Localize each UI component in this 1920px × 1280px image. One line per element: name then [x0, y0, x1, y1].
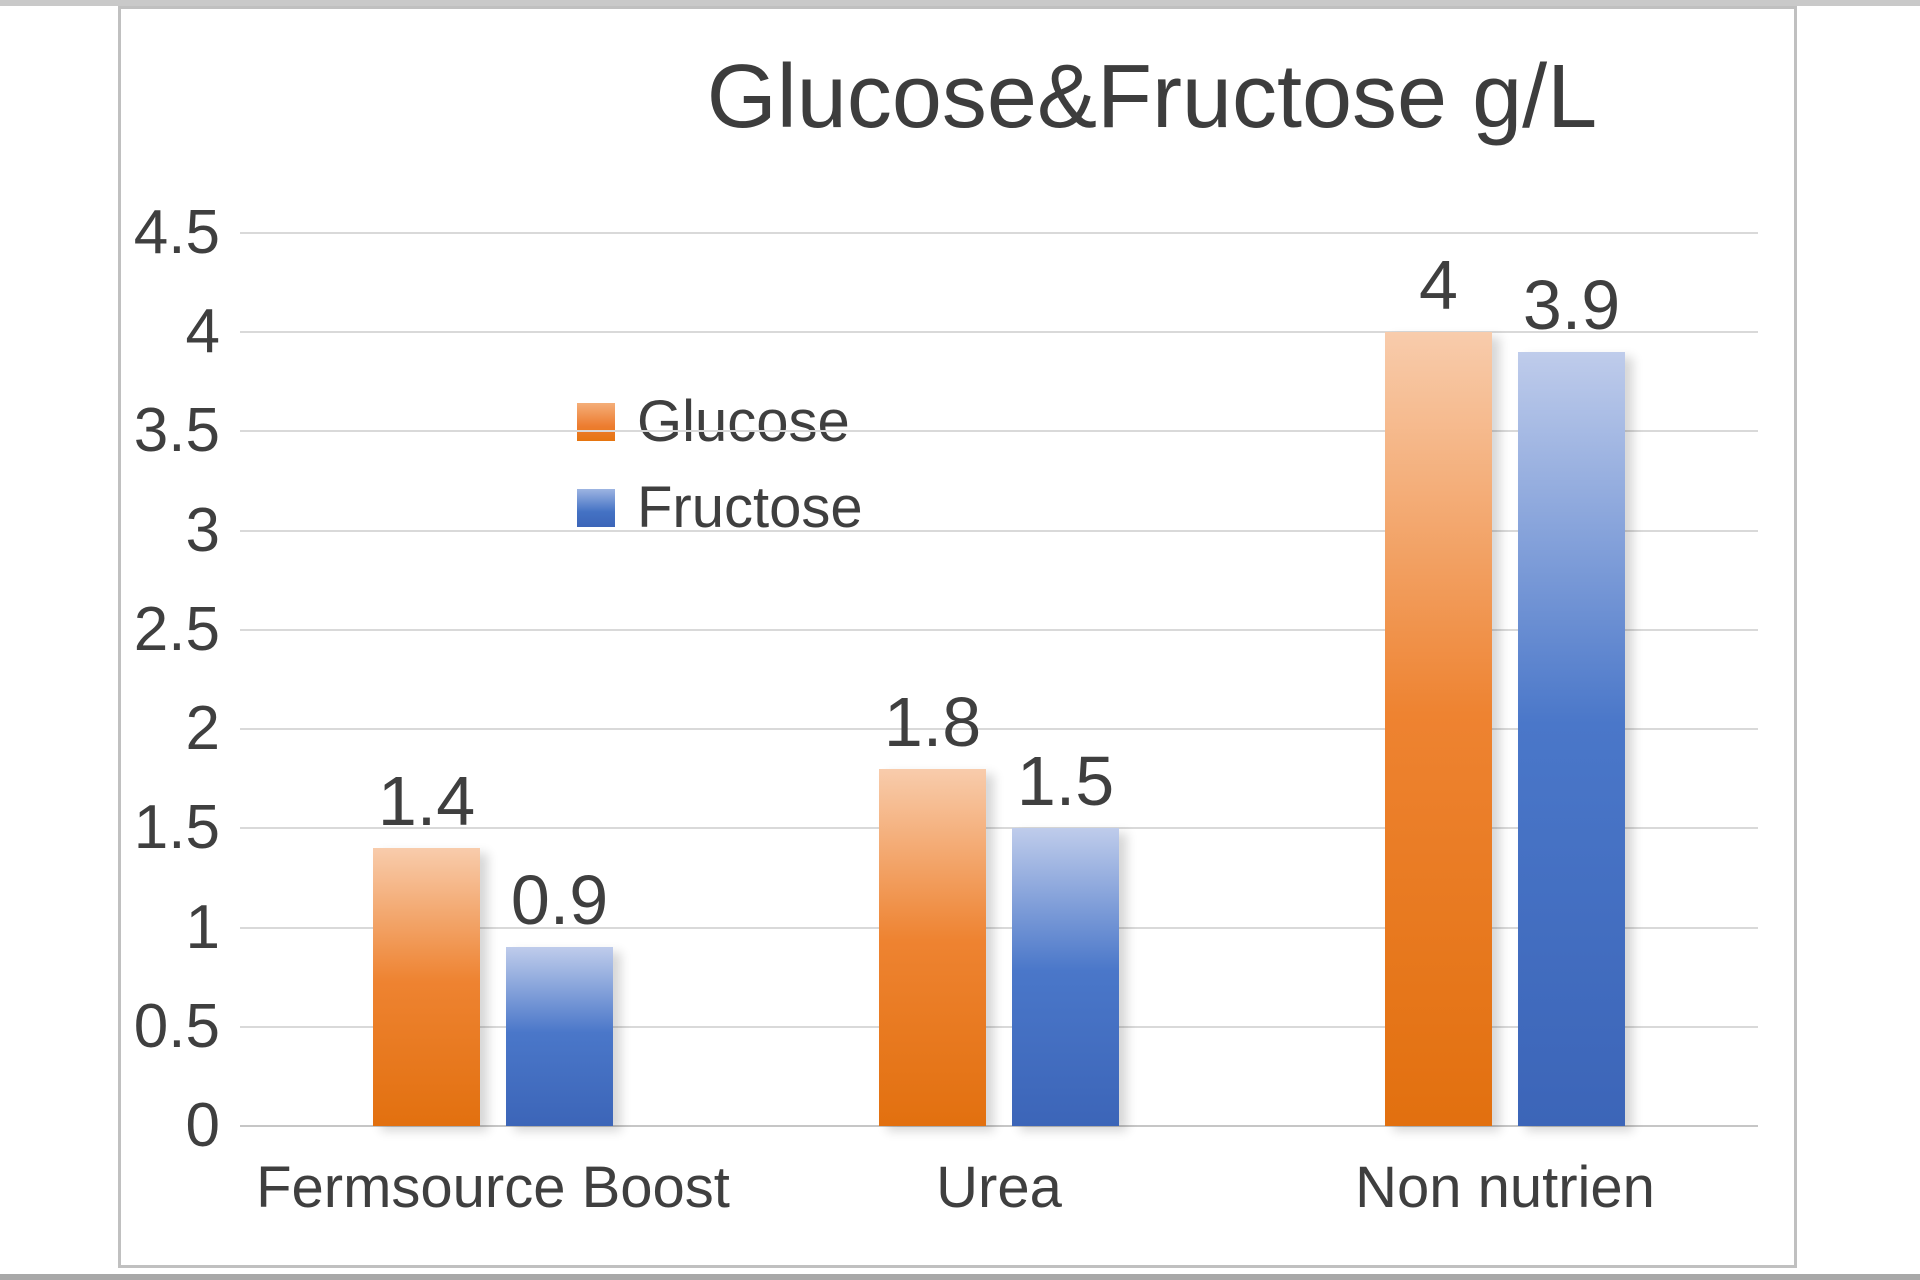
y-axis-tick-label-3: 3 — [185, 496, 220, 565]
category-group-urea: 1.8 1.5 — [746, 233, 1252, 1126]
bar-glucose-fermsource-boost: 1.4 — [373, 766, 480, 1126]
y-axis-tick-label-3.5: 3.5 — [133, 396, 220, 465]
chart-legend: Glucose Fructose — [577, 393, 863, 537]
gridline-2 — [240, 728, 1758, 730]
data-label-fructose-fermsource-boost: 0.9 — [510, 861, 609, 939]
y-axis-tick-label-2.5: 2.5 — [133, 595, 220, 664]
gridline-2.5 — [240, 629, 1758, 631]
category-group-fermsource-boost: 1.4 0.9 — [240, 233, 746, 1126]
y-axis-tick-label-1: 1 — [185, 893, 220, 962]
legend-label-glucose: Glucose — [637, 389, 850, 454]
gridline-1 — [240, 927, 1758, 929]
bar-pair-non-nutrien: 4 3.9 — [1385, 250, 1625, 1126]
gridline-3 — [240, 530, 1758, 532]
bar-pair-fermsource-boost: 1.4 0.9 — [373, 766, 613, 1126]
x-axis-category-label-urea: Urea — [936, 1155, 1062, 1220]
data-label-glucose-fermsource-boost: 1.4 — [377, 762, 476, 840]
gridline-0 — [240, 1125, 1758, 1127]
y-axis-tick-label-0.5: 0.5 — [133, 992, 220, 1061]
glucose-series-swatch-icon — [577, 403, 615, 441]
data-label-glucose-non-nutrien: 4 — [1419, 246, 1458, 324]
bar-fructose-fermsource-boost: 0.9 — [506, 865, 613, 1126]
y-axis-tick-label-0: 0 — [185, 1091, 220, 1160]
chart-title: Glucose&Fructose g/L — [706, 47, 1598, 147]
x-axis-category-label-fermsource-boost: Fermsource Boost — [256, 1155, 730, 1220]
page-edge-top — [0, 0, 1920, 6]
bar-fructose-non-nutrien: 3.9 — [1518, 270, 1625, 1126]
legend-item-fructose: Fructose — [577, 479, 863, 537]
y-axis-tick-label-1.5: 1.5 — [133, 793, 220, 862]
gridline-1.5 — [240, 827, 1758, 829]
bar-pair-urea: 1.8 1.5 — [879, 687, 1119, 1126]
legend-item-glucose: Glucose — [577, 393, 863, 451]
data-label-glucose-urea: 1.8 — [883, 683, 982, 761]
legend-label-fructose: Fructose — [637, 475, 863, 540]
gridline-4.5 — [240, 232, 1758, 234]
gridline-0.5 — [240, 1026, 1758, 1028]
y-axis-tick-label-2: 2 — [185, 694, 220, 763]
bar-fructose-urea: 1.5 — [1012, 746, 1119, 1126]
category-group-non-nutrien: 4 3.9 — [1252, 233, 1758, 1126]
gridline-4 — [240, 331, 1758, 333]
page-edge-bottom — [0, 1274, 1920, 1280]
x-axis-category-label-non-nutrien: Non nutrien — [1355, 1155, 1655, 1220]
bar-glucose-non-nutrien: 4 — [1385, 250, 1492, 1126]
gridline-3.5 — [240, 430, 1758, 432]
data-label-fructose-urea: 1.5 — [1016, 742, 1115, 820]
bar-glucose-urea: 1.8 — [879, 687, 986, 1126]
plot-area: Glucose Fructose 4.5 4 3.5 3 2.5 2 1.5 1 0.5 0 1.4… — [134, 201, 1758, 1219]
y-axis-tick-label-4.5: 4.5 — [133, 198, 220, 267]
data-label-fructose-non-nutrien: 3.9 — [1522, 266, 1621, 344]
fructose-series-swatch-icon — [577, 489, 615, 527]
y-axis-tick-label-4: 4 — [185, 297, 220, 366]
